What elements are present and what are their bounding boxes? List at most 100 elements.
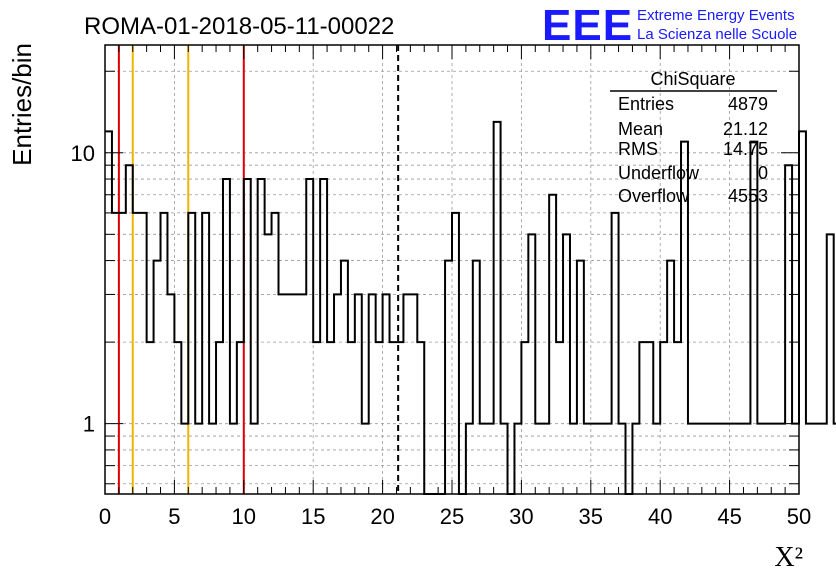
histogram-bin [195,424,202,494]
histogram-bin [140,213,147,494]
histogram-bin [521,342,528,494]
stats-value-underflow: 0 [758,163,768,183]
histogram-bin [632,424,639,494]
stats-label-overflow: Overflow [618,186,690,206]
histogram-bin [292,294,299,494]
histogram-bin [612,213,619,494]
histogram-bin [556,342,563,494]
histogram-bin [265,234,272,494]
histogram-bin [452,213,459,494]
histogram-bin [133,213,140,494]
histogram-bin [376,342,383,494]
histogram-bin [188,213,195,494]
histogram-bin [577,261,584,494]
histogram-bin [473,261,480,494]
y-tick-label: 10 [71,141,95,166]
histogram-bin [362,424,369,494]
histogram-bin [514,424,521,494]
stats-value-overflow: 4553 [728,186,768,206]
x-tick-label: 30 [509,504,533,529]
histogram-bin [355,294,362,494]
histogram-bin [757,424,764,494]
histogram-bin [764,424,771,494]
histogram-bin [396,342,403,494]
histogram-bin [174,342,181,494]
histogram-bin [619,424,626,494]
histogram-bin [501,424,508,494]
histogram-bin [466,424,473,494]
histogram-bin [799,131,806,494]
histogram-bin [112,213,119,494]
histogram-bin [410,294,417,494]
histogram-bin [161,213,168,494]
x-tick-label: 20 [370,504,394,529]
x-axis-label: X² [774,542,803,572]
histogram-bin [348,342,355,494]
histogram-bin [251,424,258,494]
histogram-bin [702,424,709,494]
histogram-bin [646,342,653,494]
logo-line-1: Extreme Energy Events [637,7,795,24]
histogram-bin [563,234,570,494]
x-tick-label: 25 [440,504,464,529]
histogram-bin [584,424,591,494]
stats-box: ChiSquare Entries 4879 Mean 21.12 RMS 14… [610,69,777,206]
histogram-bin [716,424,723,494]
y-axis-label: Entries/bin [7,43,37,166]
x-tick-label: 45 [717,504,741,529]
histogram-bin [417,342,424,494]
histogram-bin [341,261,348,494]
histogram-bin [570,424,577,494]
histogram-bin [709,424,716,494]
histogram-bin [494,122,501,494]
histogram-bin [730,424,737,494]
stats-label-entries: Entries [618,94,674,114]
histogram-bin [334,294,341,494]
histogram-bin [743,424,750,494]
histogram-bin [147,342,154,494]
histogram-bin [820,424,827,494]
histogram-bin [785,165,792,494]
histogram-bin [535,424,542,494]
histogram-bin [181,424,188,494]
histogram-bin [827,234,834,494]
x-tick-label: 35 [579,504,603,529]
stats-value-mean: 21.12 [723,119,768,139]
eee-logo: EEE Extreme Energy Events La Scienza nel… [542,1,797,50]
histogram-bin [445,261,452,494]
histogram-bin [230,424,237,494]
histogram-bin [487,424,494,494]
x-tick-label: 0 [99,504,111,529]
histogram-bin [167,294,174,494]
histogram-bin [244,179,251,494]
histogram-bin [126,165,133,494]
histogram-bin [778,424,785,494]
histogram-bin [327,342,334,494]
histogram-bin [306,179,313,494]
histogram-bin [154,261,161,494]
histogram-bin [549,195,556,494]
x-tick-label: 50 [787,504,811,529]
histogram-bin [667,261,674,494]
histogram-series [105,120,836,495]
logo-mark: EEE [542,1,633,50]
histogram-bin [403,294,410,494]
histogram-bin [771,424,778,494]
stats-label-underflow: Underflow [618,163,700,183]
histogram-bin [591,424,598,494]
histogram-bin [528,234,535,494]
histogram-bin [605,424,612,494]
histogram-bin [542,424,549,494]
histogram-bin [209,424,216,494]
histogram-bin [598,424,605,494]
histogram-bin [695,424,702,494]
histogram-bin [390,342,397,494]
stats-value-entries: 4879 [728,94,768,114]
histogram-bin [806,424,813,494]
histogram-bin [285,294,292,494]
histogram-bin [119,213,126,494]
histogram-bin [320,179,327,494]
histogram-bin [660,342,667,494]
histogram-bin [688,424,695,494]
histogram-bin [383,294,390,494]
